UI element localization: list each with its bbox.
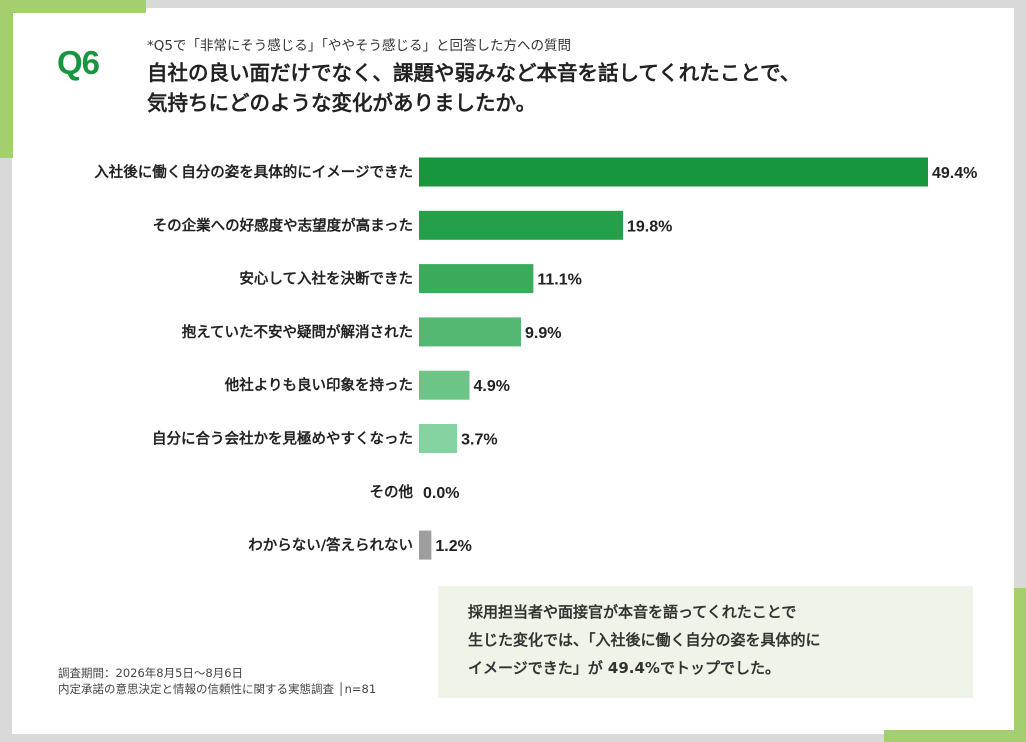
category-label: その企業への好感度や志望度が高まった (153, 216, 413, 234)
corner-accent-bottom (884, 730, 1026, 742)
bar (419, 264, 534, 294)
category-label: わからない/答えられない (248, 536, 413, 554)
survey-name: 内定承諾の意思決定と情報の信頼性に関する実態調査 (58, 682, 334, 696)
question-number: Q6 (57, 44, 100, 81)
sample-size: │n=81 (337, 682, 377, 696)
category-label: 入社後に働く自分の姿を具体的にイメージできた (94, 163, 413, 181)
bar (419, 317, 522, 347)
value-label: 11.1% (537, 272, 581, 289)
value-label: 4.9% (473, 378, 509, 395)
value-label: 0.0% (423, 485, 459, 502)
subquestion-note: *Q5で「非常にそう感じる」「ややそう感じる」と回答した方への質問 (147, 38, 571, 54)
category-label: 他社よりも良い印象を持った (224, 376, 413, 394)
value-label: 1.2% (435, 538, 471, 555)
summary-line-3: イメージできた」が 49.4%でトップでした。 (468, 659, 780, 677)
title-line-1: 自社の良い面だけでなく、課題や弱みなど本音を話してくれたことで、 (147, 61, 801, 85)
survey-period: 調査期間：2026年8月5日～8月6日 (58, 666, 244, 680)
question-title: 自社の良い面だけでなく、課題や弱みなど本音を話してくれたことで、 気持ちにどのよ… (147, 58, 907, 118)
bar (419, 424, 458, 453)
bar (419, 370, 470, 400)
category-label: 安心して入社を決断できた (239, 270, 413, 288)
summary-line-2: 生じた変化では、「入社後に働く自分の姿を具体的に (468, 631, 821, 649)
value-label: 3.7% (461, 432, 497, 449)
category-label: 抱えていた不安や疑問が解消された (182, 323, 413, 341)
value-label: 19.8% (627, 218, 672, 235)
category-label: 自分に合う会社かを見極めやすくなった (152, 430, 413, 448)
bar (419, 210, 624, 240)
value-label: 9.9% (525, 325, 561, 342)
category-label: その他 (370, 483, 414, 501)
survey-name-line: 内定承諾の意思決定と情報の信頼性に関する実態調査 │n=81 (58, 681, 376, 697)
corner-accent-right (1014, 588, 1026, 742)
summary-line-1: 採用担当者や面接官が本音を語ってくれたことで (468, 603, 797, 621)
summary-text: 採用担当者や面接官が本音を語ってくれたことで 生じた変化では、「入社後に働く自分… (468, 598, 968, 682)
value-label: 49.4% (932, 165, 977, 182)
corner-accent-top (0, 0, 146, 13)
survey-note: 調査期間：2026年8月5日～8月6日 内定承諾の意思決定と情報の信頼性に関する… (58, 665, 376, 697)
corner-accent-left (0, 0, 13, 158)
summary-box: 採用担当者や面接官が本音を語ってくれたことで 生じた変化では、「入社後に働く自分… (438, 586, 973, 698)
bar (419, 157, 928, 187)
title-line-2: 気持ちにどのような変化がありましたか。 (147, 91, 537, 115)
bar (419, 530, 432, 560)
